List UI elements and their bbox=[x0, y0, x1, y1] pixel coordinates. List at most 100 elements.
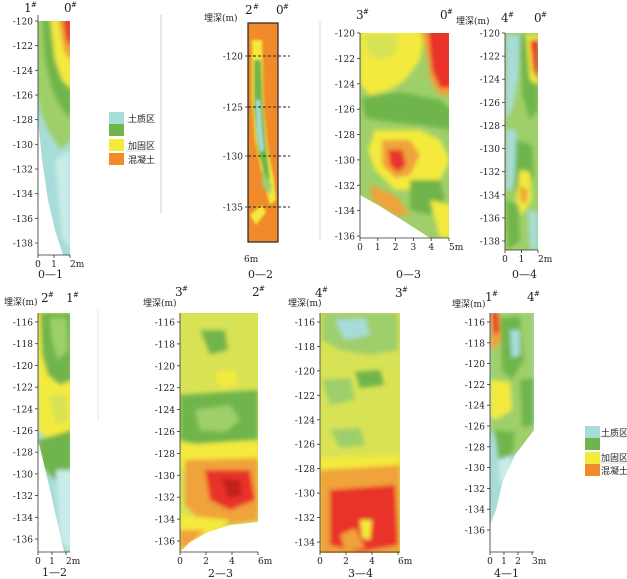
y-axis-label: 埋深(m) bbox=[143, 298, 177, 309]
panel-caption: 3—4 bbox=[348, 567, 373, 579]
x-axis-tick: 6m bbox=[244, 255, 259, 265]
y-tick-label: -120 bbox=[13, 18, 33, 28]
x-tick-label: 0 bbox=[317, 557, 323, 567]
legend-label: 混凝土 bbox=[128, 154, 155, 166]
left-tag: 3 bbox=[356, 8, 364, 22]
y-axis-ticks: -116 -118 -120 -122 -124 -126 -128 -130 -132 -134 bbox=[295, 319, 320, 549]
x-axis-ticks: 0 1 2m bbox=[35, 255, 85, 270]
left-tag: 3 bbox=[175, 285, 183, 299]
right-tag: 3 bbox=[395, 286, 403, 300]
y-tick-label: -124 bbox=[480, 76, 500, 86]
y-tick-label: -130 bbox=[155, 472, 175, 482]
x-tick-label: 4 bbox=[229, 557, 235, 567]
y-tick-label: -132 bbox=[13, 166, 33, 176]
y-tick-label: -130 bbox=[335, 156, 355, 166]
y-tick-label: -124 bbox=[465, 402, 485, 412]
legend-bottom: 土质区 加固区 混凝土 bbox=[585, 426, 627, 477]
y-tick-label: -134 bbox=[13, 190, 33, 200]
right-tag: 0 bbox=[440, 8, 448, 22]
y-tick-label: -120 bbox=[335, 30, 355, 40]
svg-text:#: # bbox=[447, 8, 453, 16]
y-tick-label: -122 bbox=[13, 384, 33, 394]
y-axis-ticks: -120 -125 -130 -135 bbox=[223, 53, 248, 214]
x-tick-label: 0 bbox=[502, 255, 508, 265]
y-tick-label: -136 bbox=[155, 538, 175, 548]
y-tick-label: -130 bbox=[223, 153, 243, 163]
y-tick-label: -120 bbox=[295, 367, 315, 377]
x-tick-label: 1 bbox=[51, 260, 57, 270]
y-tick-label: -116 bbox=[295, 319, 315, 329]
x-axis-ticks: 0 1 2 3m bbox=[487, 552, 547, 567]
y-tick-label: -116 bbox=[155, 319, 175, 329]
y-tick-label: -134 bbox=[465, 506, 485, 516]
y-tick-label: -138 bbox=[13, 240, 33, 250]
y-tick-label: -126 bbox=[465, 423, 485, 433]
svg-text:#: # bbox=[182, 285, 188, 293]
y-tick-label: -136 bbox=[13, 215, 33, 225]
y-axis-label: 埋深(m) bbox=[4, 297, 38, 308]
legend-label: 加固区 bbox=[128, 141, 155, 152]
panel-0-2: -120 -125 -130 -135 埋深(m) 6m 2 # 0 # 0—2 bbox=[204, 3, 290, 281]
y-tick-label: -120 bbox=[13, 362, 33, 372]
y-tick-label: -128 bbox=[13, 116, 33, 126]
svg-text:#: # bbox=[492, 290, 498, 298]
y-tick-label: -124 bbox=[155, 406, 175, 416]
y-tick-label: -122 bbox=[480, 53, 500, 63]
y-tick-label: -136 bbox=[480, 214, 500, 224]
y-tick-label: -132 bbox=[13, 492, 33, 502]
x-tick-label: 3m bbox=[532, 557, 547, 567]
x-tick-label: 1 bbox=[501, 557, 507, 567]
y-tick-label: -122 bbox=[335, 55, 355, 65]
legend-swatch bbox=[585, 438, 600, 450]
x-tick-label: 5m bbox=[449, 243, 464, 253]
x-tick-label: 6m bbox=[258, 557, 273, 567]
svg-text:#: # bbox=[402, 286, 408, 294]
y-tick-label: -130 bbox=[480, 145, 500, 155]
x-tick-label: 0 bbox=[487, 557, 493, 567]
x-tick-label: 2m bbox=[66, 557, 81, 567]
svg-text:#: # bbox=[508, 11, 514, 19]
y-tick-label: -118 bbox=[465, 339, 485, 349]
x-tick-label: 2m bbox=[538, 255, 553, 265]
y-tick-label: -130 bbox=[13, 141, 33, 151]
y-tick-label: -118 bbox=[13, 340, 33, 350]
panel-0-4: -120 -122 -124 -126 -128 -130 -132 -134 -136 -138… bbox=[456, 11, 553, 281]
x-axis-ticks: 0 1 2m bbox=[35, 552, 81, 567]
legend-label: 加固区 bbox=[601, 453, 627, 464]
x-tick-label: 2 bbox=[343, 557, 349, 567]
y-tick-label: -118 bbox=[295, 343, 315, 353]
y-tick-label: -126 bbox=[335, 106, 355, 116]
y-axis-label: 埋深(m) bbox=[456, 16, 490, 27]
right-tag: 4 bbox=[527, 290, 535, 304]
svg-text:#: # bbox=[48, 291, 54, 299]
left-tag: 1 bbox=[485, 290, 493, 304]
y-axis-ticks: -116 -118 -120 -122 -124 -126 -128 -130 -132 -134… bbox=[155, 319, 180, 548]
x-axis-ticks: 0 1 2 3 4 5m bbox=[357, 238, 464, 253]
x-tick-label: 2 bbox=[515, 557, 521, 567]
y-tick-label: -132 bbox=[465, 485, 485, 495]
right-tag: 0 bbox=[276, 3, 284, 17]
x-tick-label: 4 bbox=[428, 243, 434, 253]
panel-3-4: -116 -118 -120 -122 -124 -126 -128 -130 -132 -134… bbox=[288, 286, 413, 579]
panel-caption: 0—1 bbox=[38, 268, 63, 281]
y-tick-label: -136 bbox=[13, 536, 33, 546]
legend-swatch bbox=[109, 112, 124, 124]
y-tick-label: -134 bbox=[335, 207, 355, 217]
svg-text:#: # bbox=[31, 1, 37, 9]
x-tick-label: 0 bbox=[35, 260, 41, 270]
y-tick-label: -122 bbox=[295, 392, 315, 402]
y-axis-ticks: -120 -122 -124 -126 -128 -130 -132 -134 -136 -138 bbox=[480, 30, 505, 248]
svg-text:#: # bbox=[283, 3, 289, 11]
x-axis-ticks: 0 1 2m bbox=[502, 250, 553, 265]
x-tick-label: 1 bbox=[375, 243, 381, 253]
y-tick-label: -128 bbox=[480, 122, 500, 132]
panel-4-1: -116 -118 -120 -122 -124 -126 -128 -130 -132 -134… bbox=[452, 290, 547, 579]
legend-swatch bbox=[585, 426, 600, 438]
x-tick-label: 2 bbox=[393, 243, 399, 253]
panel-caption: 0—3 bbox=[396, 268, 421, 281]
y-tick-label: -126 bbox=[480, 99, 500, 109]
y-tick-label: -134 bbox=[155, 516, 175, 526]
svg-text:#: # bbox=[253, 3, 259, 11]
y-tick-label: -126 bbox=[13, 92, 33, 102]
x-tick-label: 0 bbox=[177, 557, 183, 567]
